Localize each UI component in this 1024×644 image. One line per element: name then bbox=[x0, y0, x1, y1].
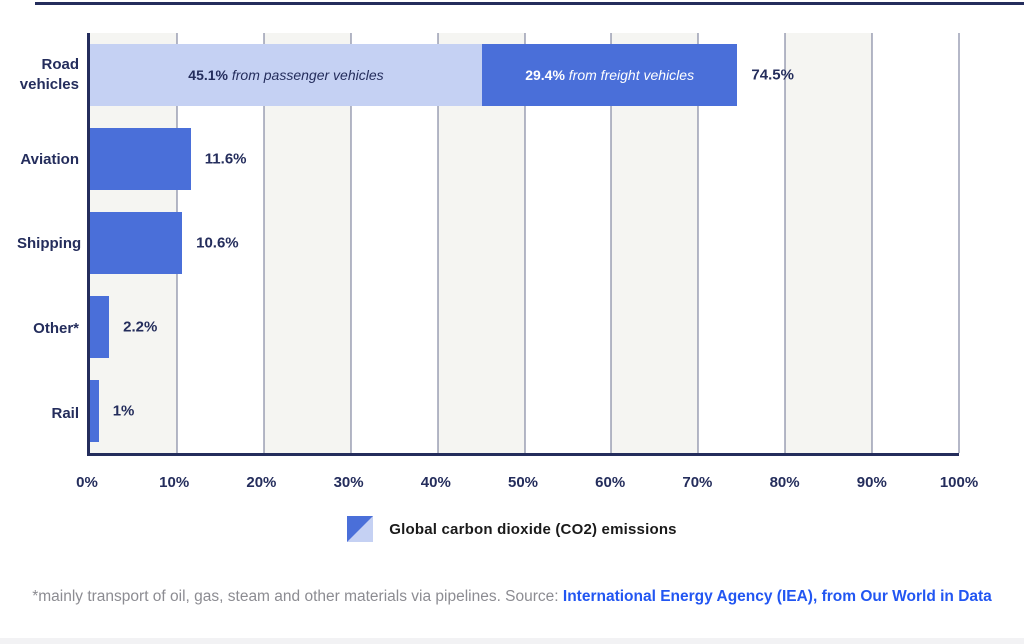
plot-area: 45.1% from passenger vehicles 29.4% from … bbox=[87, 33, 960, 456]
category-axis: Road vehicles Aviation Shipping Other* Rail bbox=[0, 33, 82, 456]
gridline bbox=[871, 33, 873, 453]
x-tick-label: 60% bbox=[595, 474, 626, 491]
footnote-text: *mainly transport of oil, gas, steam and… bbox=[32, 588, 563, 605]
gridline bbox=[697, 33, 699, 453]
chart-legend: Global carbon dioxide (CO2) emissions bbox=[0, 514, 1024, 544]
footnote: *mainly transport of oil, gas, steam and… bbox=[0, 588, 1024, 606]
gridline bbox=[350, 33, 352, 453]
category-label: Other* bbox=[33, 319, 79, 337]
legend-label: Global carbon dioxide (CO2) emissions bbox=[389, 520, 677, 538]
total-value-label: 74.5% bbox=[751, 66, 794, 84]
x-tick-label: 100% bbox=[939, 474, 979, 491]
x-tick-label: 50% bbox=[507, 474, 539, 491]
total-value-label: 10.6% bbox=[196, 234, 239, 252]
x-tick-label: 80% bbox=[769, 474, 800, 491]
segment-value-label: 29.4% from freight vehicles bbox=[525, 67, 695, 83]
x-tick-label: 70% bbox=[682, 474, 713, 491]
bar-segment bbox=[90, 212, 183, 274]
category-label: Shipping bbox=[17, 235, 82, 253]
page-bottom-strip bbox=[0, 638, 1024, 644]
gridline bbox=[958, 33, 960, 453]
category-label: Aviation bbox=[20, 150, 79, 168]
x-tick-label: 40% bbox=[420, 474, 451, 491]
bar-row: 1% bbox=[90, 369, 959, 453]
bar-row: 10.6% bbox=[90, 201, 959, 285]
x-tick-label: 0% bbox=[76, 474, 98, 491]
total-value-label: 1% bbox=[112, 402, 135, 420]
bar-segment: 45.1% from passenger vehicles bbox=[90, 44, 482, 106]
top-divider-rule bbox=[35, 2, 1024, 5]
gridline bbox=[263, 33, 265, 453]
x-tick-label: 30% bbox=[333, 474, 364, 491]
bar-segment bbox=[90, 128, 191, 190]
total-value-label: 11.6% bbox=[204, 150, 247, 168]
x-tick-label: 20% bbox=[246, 474, 277, 491]
bar-segment bbox=[90, 380, 99, 442]
legend-swatch-icon bbox=[347, 516, 374, 542]
x-tick-label: 90% bbox=[856, 474, 887, 491]
gridline bbox=[437, 33, 439, 453]
x-axis-tick-labels: 0% 10% 20% 30% 40% 50% 60% 70% 80% 90% 100% bbox=[76, 474, 978, 498]
category-label: Road vehicles bbox=[19, 56, 79, 94]
bar-row: 2.2% bbox=[90, 285, 959, 369]
x-tick-label: 10% bbox=[159, 474, 190, 491]
gridline bbox=[524, 33, 525, 453]
segment-value-label: 45.1% from passenger vehicles bbox=[188, 67, 384, 83]
source-link[interactable]: International Energy Agency (IEA), from … bbox=[562, 588, 992, 605]
gridline bbox=[784, 33, 786, 453]
bar-row: 11.6% bbox=[90, 117, 959, 201]
bar-segment: 29.4% from freight vehicles bbox=[481, 44, 738, 106]
bar-row: 45.1% from passenger vehicles 29.4% from … bbox=[90, 33, 959, 117]
bar-rows: 45.1% from passenger vehicles 29.4% from … bbox=[90, 33, 959, 453]
bar-segment bbox=[90, 296, 110, 358]
total-value-label: 2.2% bbox=[123, 318, 158, 336]
category-label: Rail bbox=[51, 404, 79, 422]
gridline bbox=[610, 33, 612, 453]
